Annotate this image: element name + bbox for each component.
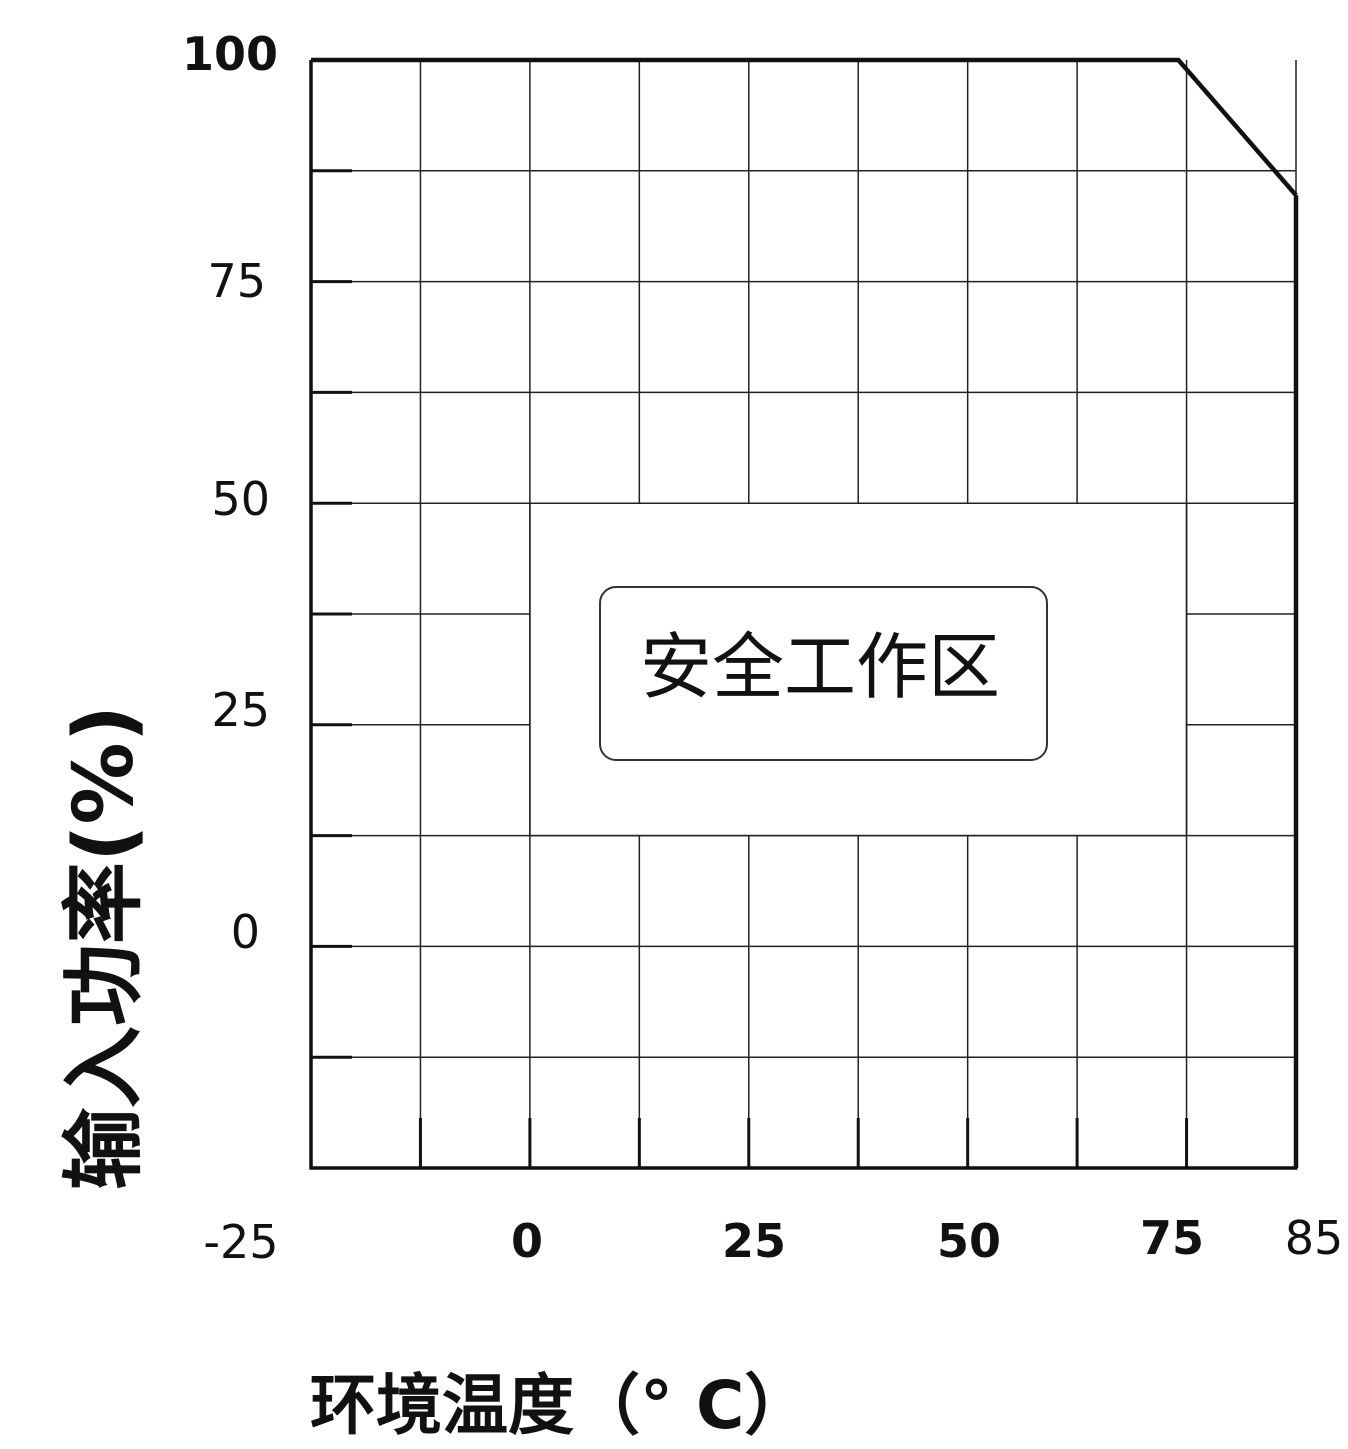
y-tick-label: 75	[207, 254, 266, 308]
x-tick-label: 75	[1140, 1211, 1204, 1265]
y-tick-label: 25	[211, 683, 270, 737]
x-tick-label: 25	[722, 1214, 786, 1268]
y-tick-label: 0	[231, 905, 260, 959]
x-tick-label: 50	[937, 1214, 1001, 1268]
y-tick-label: 100	[182, 27, 278, 81]
derating-curve	[311, 57, 1298, 197]
x-tick-label: 85	[1285, 1211, 1344, 1265]
axes	[309, 60, 1298, 1170]
y-axis-title: 输入功率(%)	[57, 705, 152, 1190]
series-layer	[311, 57, 1299, 1168]
safe-zone-label-box	[599, 586, 1048, 761]
x-tick-label: 0	[511, 1214, 543, 1268]
x-tick-label: -25	[203, 1215, 278, 1269]
y-tick-label: 50	[211, 472, 270, 526]
tick-labels: 100 75 50 25 0 -25 0 25 50 75 85	[182, 27, 1343, 1269]
safe-zone-label: 安全工作区	[640, 625, 1000, 709]
x-axis-title: 环境温度（° C）	[310, 1367, 810, 1444]
